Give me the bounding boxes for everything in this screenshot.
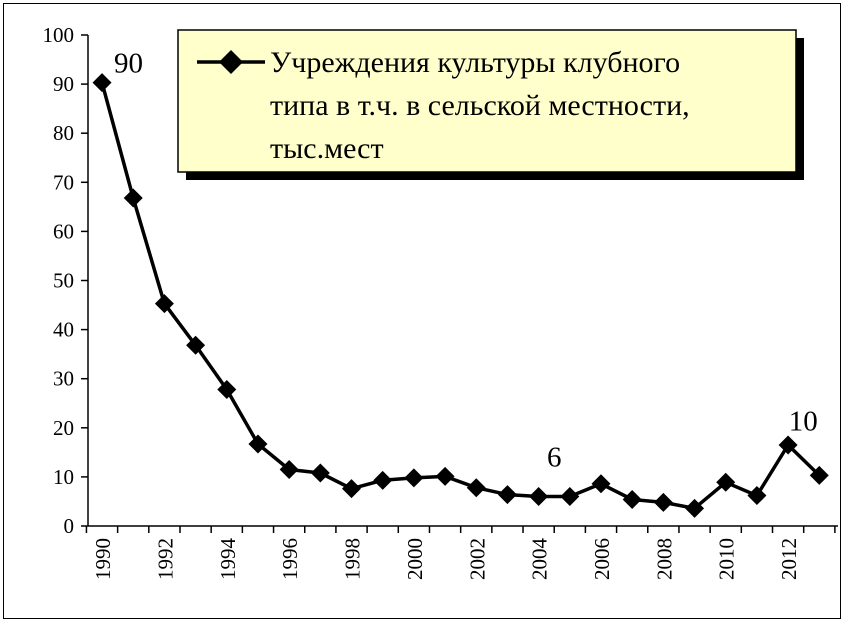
data-point-marker xyxy=(529,487,549,507)
y-tick-label: 0 xyxy=(64,514,75,538)
data-point-marker xyxy=(747,486,767,506)
data-label: 10 xyxy=(789,405,818,437)
data-point-marker xyxy=(123,188,143,208)
data-labels: 90 6 10 xyxy=(114,48,818,474)
y-tick-label: 40 xyxy=(53,318,74,342)
legend-box xyxy=(177,29,797,173)
x-tick-label: 2012 xyxy=(777,538,801,580)
legend-label-line-1: Учреждения культуры клубного xyxy=(270,46,680,79)
y-tick-label: 90 xyxy=(53,72,74,96)
data-point-marker xyxy=(404,468,424,488)
legend: Учреждения культуры клубного типа в т.ч.… xyxy=(177,29,804,180)
data-point-marker xyxy=(466,478,486,498)
legend-marker xyxy=(219,50,243,74)
x-tick-label: 1992 xyxy=(153,538,177,580)
x-tick-label: 2004 xyxy=(528,538,552,581)
x-tick-label: 2010 xyxy=(715,538,739,580)
x-tick-label: 2002 xyxy=(465,538,489,580)
data-point-marker xyxy=(373,470,393,490)
x-tick-label: 2006 xyxy=(590,538,614,580)
data-point-marker xyxy=(92,73,112,93)
data-point-marker xyxy=(279,460,299,480)
data-point-marker xyxy=(622,489,642,509)
y-tick-label: 100 xyxy=(43,23,75,47)
chart-frame xyxy=(3,3,841,619)
y-axis-ticks: 0 10 20 30 40 50 60 70 80 90 100 xyxy=(43,23,88,538)
series-group xyxy=(92,73,829,518)
data-point-marker xyxy=(217,380,237,400)
x-axis-ticks: 1990 1992 1994 1996 1998 2000 2002 2004 2006 2008… xyxy=(85,526,836,581)
data-point-marker xyxy=(154,294,174,314)
data-point-marker xyxy=(716,472,736,492)
x-tick-label: 1994 xyxy=(216,538,240,581)
x-tick-label: 2000 xyxy=(403,538,427,580)
data-point-marker xyxy=(342,479,362,499)
series-line xyxy=(100,82,821,511)
legend-label-line-3: тыс.мест xyxy=(270,132,384,165)
data-point-marker xyxy=(497,485,517,505)
data-point-marker xyxy=(653,492,673,512)
y-tick-label: 20 xyxy=(53,416,74,440)
x-tick-label: 1990 xyxy=(91,538,115,580)
legend-label-line-2: типа в т.ч. в сельской местности, xyxy=(270,89,690,122)
data-point-marker xyxy=(186,335,206,355)
y-tick-label: 70 xyxy=(53,170,74,194)
y-tick-label: 80 xyxy=(53,121,74,145)
y-tick-label: 10 xyxy=(53,465,74,489)
data-label: 90 xyxy=(114,48,143,80)
y-tick-label: 60 xyxy=(53,219,74,243)
data-point-marker xyxy=(809,465,829,485)
data-point-marker xyxy=(778,435,798,455)
data-point-marker xyxy=(310,463,330,483)
data-point-marker xyxy=(248,434,268,454)
y-tick-label: 30 xyxy=(53,367,74,391)
data-point-marker xyxy=(435,466,455,486)
x-tick-label: 2008 xyxy=(652,538,676,580)
data-point-marker xyxy=(560,487,580,507)
x-tick-label: 1998 xyxy=(341,538,365,580)
y-tick-label: 50 xyxy=(53,269,74,293)
data-point-marker xyxy=(685,498,705,518)
data-point-marker xyxy=(591,474,611,494)
x-tick-label: 1996 xyxy=(278,538,302,580)
data-label: 6 xyxy=(547,442,562,474)
